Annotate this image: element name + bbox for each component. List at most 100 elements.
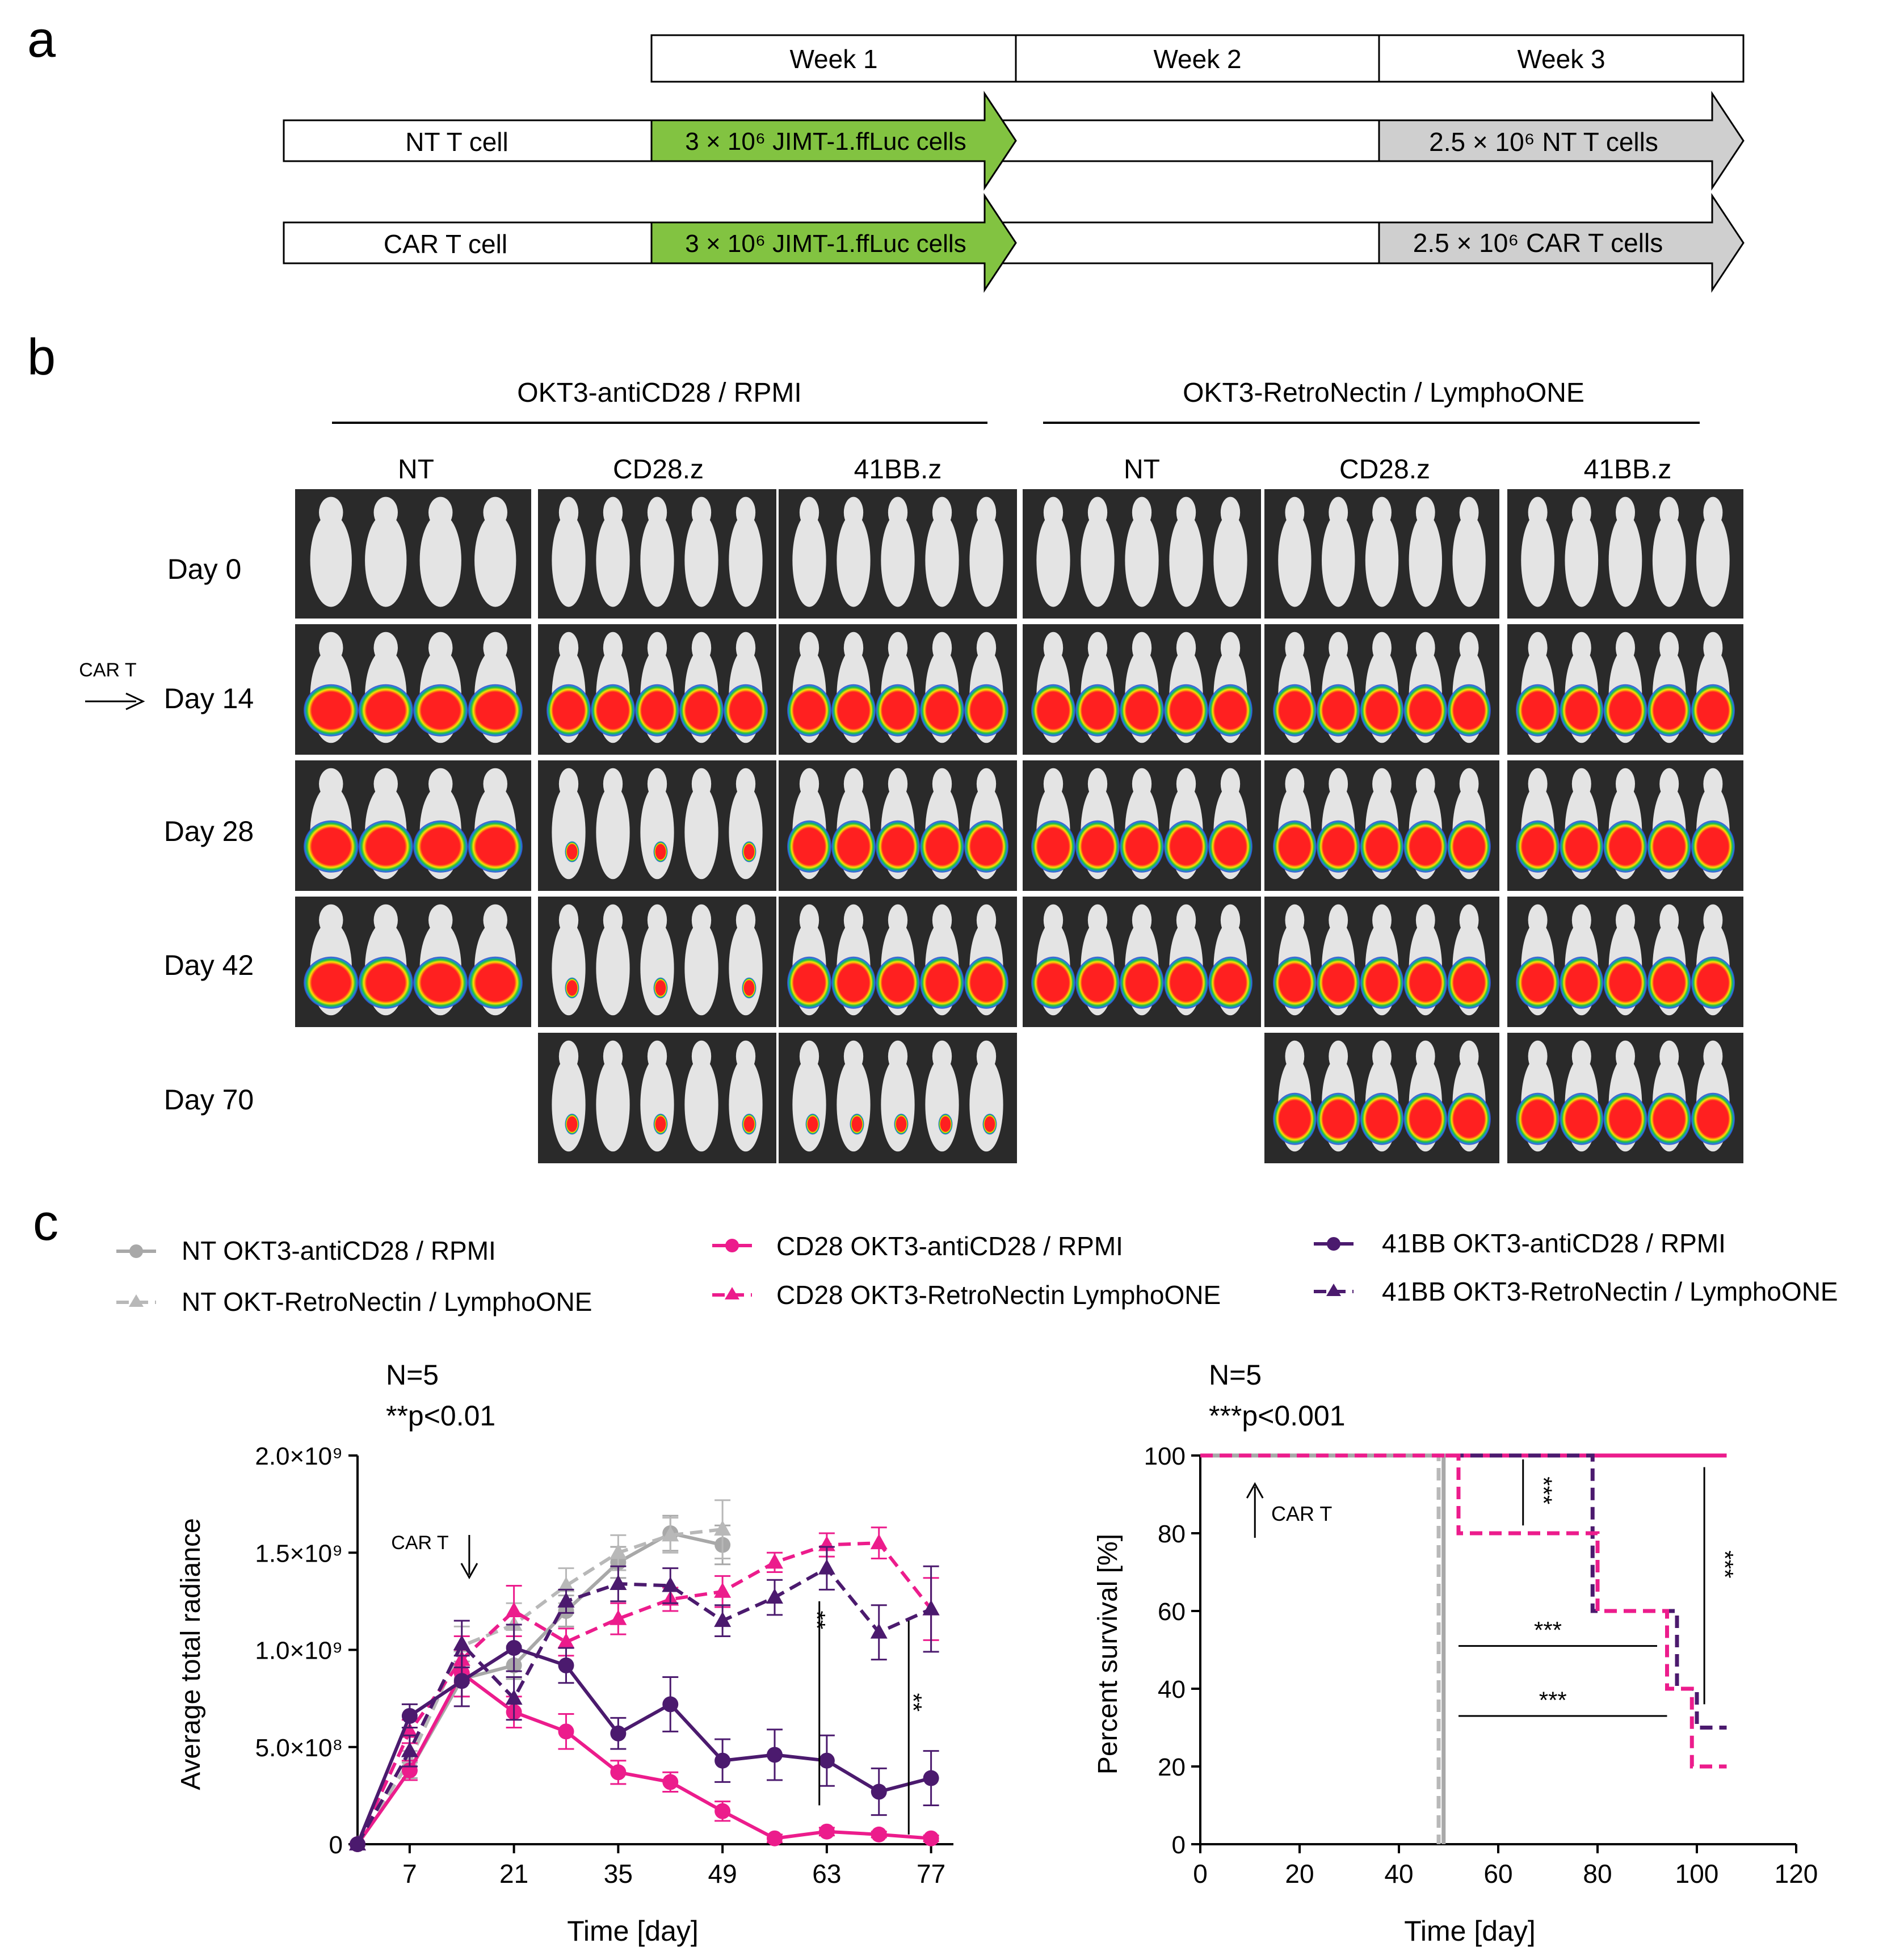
mouse-body — [596, 785, 630, 880]
x-tick-label: 7 — [402, 1859, 417, 1888]
tumor-signal — [1691, 956, 1735, 1009]
tumor-signal — [358, 956, 413, 1009]
x-tick-label: 0 — [1193, 1859, 1208, 1888]
tumor-signal — [565, 841, 579, 863]
tumor-signal — [787, 684, 831, 737]
tumor-signal — [1273, 956, 1317, 1009]
arrow-label: CAR T — [1271, 1502, 1332, 1525]
tumor-signal — [1316, 684, 1360, 737]
legend-label: 41BB OKT3-antiCD28 / RPMI — [1382, 1229, 1726, 1258]
mouse-body — [596, 514, 630, 607]
legend-marker — [1326, 1284, 1341, 1296]
tumor-signal — [964, 820, 1008, 873]
tumor-signal — [850, 1113, 864, 1135]
series-line — [356, 1528, 723, 1845]
mouse-body — [729, 921, 763, 1016]
imaging-panel — [779, 624, 1017, 755]
week-label: Week 3 — [1517, 44, 1605, 74]
row-label: CAR T cell — [384, 229, 507, 259]
tumor-signal — [787, 820, 831, 873]
day-label: Day 28 — [164, 815, 254, 847]
data-point — [923, 1770, 939, 1786]
mouse-body — [969, 1057, 1003, 1152]
row-label: NT T cell — [405, 127, 508, 157]
imaging-panel — [779, 1033, 1017, 1163]
column-label: CD28.z — [1339, 455, 1430, 485]
mouse-body — [881, 514, 915, 607]
tumor-signal — [1603, 1092, 1647, 1145]
tumor-signal — [1447, 684, 1491, 737]
imaging-panel — [1023, 624, 1261, 755]
y-tick-label: 5.0×10⁸ — [255, 1734, 343, 1762]
legend: NT OKT3-antiCD28 / RPMI NT OKT-RetroNect… — [116, 1229, 1838, 1316]
imaging-panel — [1264, 897, 1499, 1027]
imaging-panel — [1507, 760, 1743, 891]
tumor-signal — [920, 684, 964, 737]
tumor-signal — [1273, 684, 1317, 737]
y-axis-label: Percent survival [%] — [1093, 1534, 1123, 1774]
tumor-signal — [1208, 820, 1252, 873]
tumor-signal — [831, 820, 876, 873]
data-point — [557, 1576, 575, 1592]
legend-marker — [725, 1239, 739, 1252]
tumor-signal — [1208, 684, 1252, 737]
data-point — [714, 1612, 732, 1627]
data-point — [610, 1609, 627, 1625]
tumor-signal — [653, 977, 668, 999]
mouse-body — [1213, 514, 1247, 607]
tumor-signal — [724, 684, 768, 737]
significance-marker: *** — [1531, 1477, 1557, 1504]
data-point — [558, 1723, 574, 1740]
mouse-body — [1696, 514, 1730, 607]
x-tick-label: 49 — [708, 1859, 737, 1888]
tumor-signal — [1164, 820, 1208, 873]
significance-marker: *** — [1712, 1550, 1738, 1578]
data-point — [714, 1752, 731, 1769]
legend-label: NT OKT-RetroNectin / LymphoONE — [182, 1287, 592, 1316]
data-point — [610, 1725, 627, 1742]
week-label: Week 2 — [1153, 44, 1241, 74]
x-axis-label: Time [day] — [567, 1915, 699, 1947]
imaging-panel — [1264, 489, 1499, 619]
tumor-signal — [1316, 1092, 1360, 1145]
tumor-signal — [1120, 820, 1164, 873]
tumor-signal — [1208, 956, 1252, 1009]
mouse-body — [729, 514, 763, 607]
mouse-body — [552, 785, 586, 880]
tumor-signal — [679, 684, 724, 737]
series-line — [356, 1541, 932, 1845]
tumor-signal — [1647, 956, 1691, 1009]
imaging-panel — [779, 897, 1017, 1027]
data-point — [610, 1575, 627, 1591]
series-line — [356, 1566, 932, 1845]
tumor-signal — [468, 956, 523, 1009]
mouse-body — [310, 514, 352, 607]
legend-item: CD28 OKT3-RetroNectin LymphoONE — [712, 1280, 1221, 1310]
imaging-panel — [1264, 624, 1499, 755]
legend-marker — [725, 1287, 739, 1299]
x-tick-label: 63 — [812, 1859, 841, 1888]
data-point — [401, 1707, 418, 1724]
legend-marker — [1327, 1237, 1340, 1251]
data-point — [766, 1588, 783, 1604]
legend-marker — [129, 1244, 143, 1258]
tumor-signal — [1164, 956, 1208, 1009]
column-label: NT — [398, 455, 434, 485]
treatment-label: 2.5 × 10⁶ NT T cells — [1429, 127, 1658, 157]
tumor-signal — [1447, 1092, 1491, 1145]
data-point — [506, 1640, 522, 1656]
imaging-panel — [1023, 760, 1261, 891]
tumor-signal — [1647, 1092, 1691, 1145]
tumor-signal — [1360, 956, 1404, 1009]
tumor-signal — [1403, 820, 1448, 873]
tumor-signal — [635, 684, 679, 737]
tumor-signal — [413, 684, 468, 737]
treatment-label: 2.5 × 10⁶ CAR T cells — [1413, 228, 1663, 258]
n-annotation: N=5 — [386, 1359, 439, 1391]
y-tick-label: 0 — [1172, 1831, 1186, 1859]
tumor-signal — [1447, 820, 1491, 873]
tumor-signal — [304, 684, 359, 737]
tumor-signal — [831, 956, 876, 1009]
tumor-signal — [653, 1113, 668, 1135]
tumor-signal — [1647, 684, 1691, 737]
